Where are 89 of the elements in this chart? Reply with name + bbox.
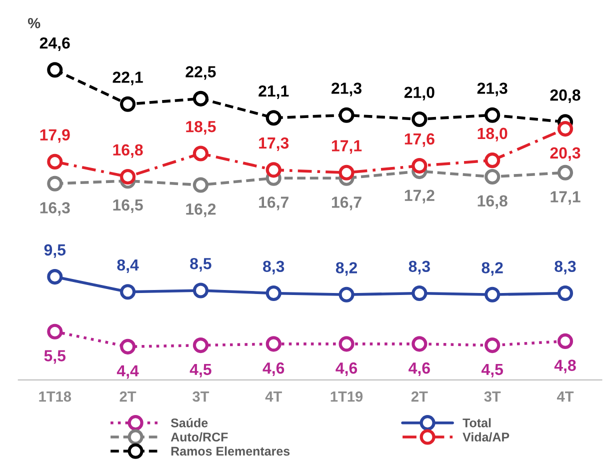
point xyxy=(192,90,208,106)
x-tick-label: 3T xyxy=(192,391,210,402)
data-label: 9,5 xyxy=(44,244,66,258)
y-axis-title: % xyxy=(28,18,40,28)
data-label: 17,3 xyxy=(259,137,289,152)
data-label: 17,1 xyxy=(550,191,580,205)
point xyxy=(120,338,136,354)
data-label: 8,2 xyxy=(482,262,503,276)
point xyxy=(557,285,574,302)
point xyxy=(47,176,63,192)
point xyxy=(484,107,500,123)
point xyxy=(484,168,500,185)
point xyxy=(412,158,428,174)
data-label: 16,8 xyxy=(113,144,143,158)
data-label: 20,8 xyxy=(550,89,580,104)
data-label: 4,6 xyxy=(336,362,358,376)
point xyxy=(266,110,282,126)
x-tick-label: 2T xyxy=(411,391,428,402)
data-label: 22,5 xyxy=(186,66,216,80)
data-label: 4,5 xyxy=(190,364,212,378)
point xyxy=(120,284,136,300)
data-label: 21,1 xyxy=(258,85,289,99)
data-label: 4,4 xyxy=(116,365,139,379)
point xyxy=(338,286,354,302)
point xyxy=(120,96,136,112)
data-label: 8,3 xyxy=(554,260,576,274)
point xyxy=(484,286,500,302)
x-tick-label: 1T19 xyxy=(330,391,363,402)
point xyxy=(412,285,428,302)
data-label: 8,5 xyxy=(190,258,212,272)
x-tick-label: 1T18 xyxy=(39,391,72,402)
legend-label: Total xyxy=(462,418,491,428)
data-label: 16,7 xyxy=(259,196,288,210)
data-label: 4,5 xyxy=(481,364,504,378)
point xyxy=(557,121,574,137)
point xyxy=(192,338,208,354)
data-label: 8,4 xyxy=(117,259,139,273)
point xyxy=(412,111,428,127)
data-label: 8,3 xyxy=(263,260,284,274)
point xyxy=(120,168,136,185)
point xyxy=(47,324,63,340)
data-label: 4,8 xyxy=(554,360,576,374)
x-tick-label: 4T xyxy=(265,392,282,402)
point xyxy=(338,107,354,123)
data-label: 5,5 xyxy=(44,350,66,364)
point xyxy=(557,333,574,349)
legend-label: Saúde xyxy=(170,418,208,428)
data-label: 17,9 xyxy=(40,129,70,143)
x-tick-label: 4T xyxy=(556,392,574,402)
x-tick-label: 2T xyxy=(120,391,136,402)
data-label: 16,5 xyxy=(113,199,143,213)
point xyxy=(266,285,282,302)
point xyxy=(412,336,428,352)
point xyxy=(338,164,354,180)
data-label: 21,3 xyxy=(332,82,362,96)
data-label: 20,3 xyxy=(550,147,580,161)
data-label: 17,1 xyxy=(332,140,362,154)
data-label: 8,2 xyxy=(336,262,357,276)
data-label: 18,5 xyxy=(186,120,216,135)
legend-label: Vida/AP xyxy=(462,432,510,442)
data-label: 18,0 xyxy=(478,128,508,142)
data-label: 17,6 xyxy=(404,133,434,147)
point xyxy=(192,177,208,193)
data-label: 22,1 xyxy=(112,72,143,86)
x-tick-label: 3T xyxy=(484,391,501,402)
data-label: 17,2 xyxy=(404,190,434,204)
legend-label: Ramos Elementares xyxy=(171,446,290,456)
point xyxy=(338,336,354,352)
data-label: 21,3 xyxy=(477,82,508,96)
legend-label: Auto/RCF xyxy=(170,432,228,442)
data-label: 21,0 xyxy=(404,86,434,100)
data-label: 16,8 xyxy=(478,195,508,209)
data-label: 16,2 xyxy=(186,203,216,218)
point xyxy=(192,282,208,298)
point xyxy=(484,152,500,168)
point xyxy=(47,154,63,170)
data-label: 8,3 xyxy=(408,260,430,274)
point xyxy=(47,62,63,78)
point xyxy=(47,269,63,285)
point xyxy=(266,162,282,178)
point xyxy=(557,164,574,180)
data-label: 4,6 xyxy=(262,362,284,376)
data-label: 16,7 xyxy=(332,196,362,210)
point xyxy=(484,338,500,354)
point xyxy=(266,336,282,352)
data-label: 24,6 xyxy=(40,37,70,51)
point xyxy=(192,146,208,162)
data-label: 4,6 xyxy=(408,362,430,376)
data-label: 16,3 xyxy=(40,202,70,216)
